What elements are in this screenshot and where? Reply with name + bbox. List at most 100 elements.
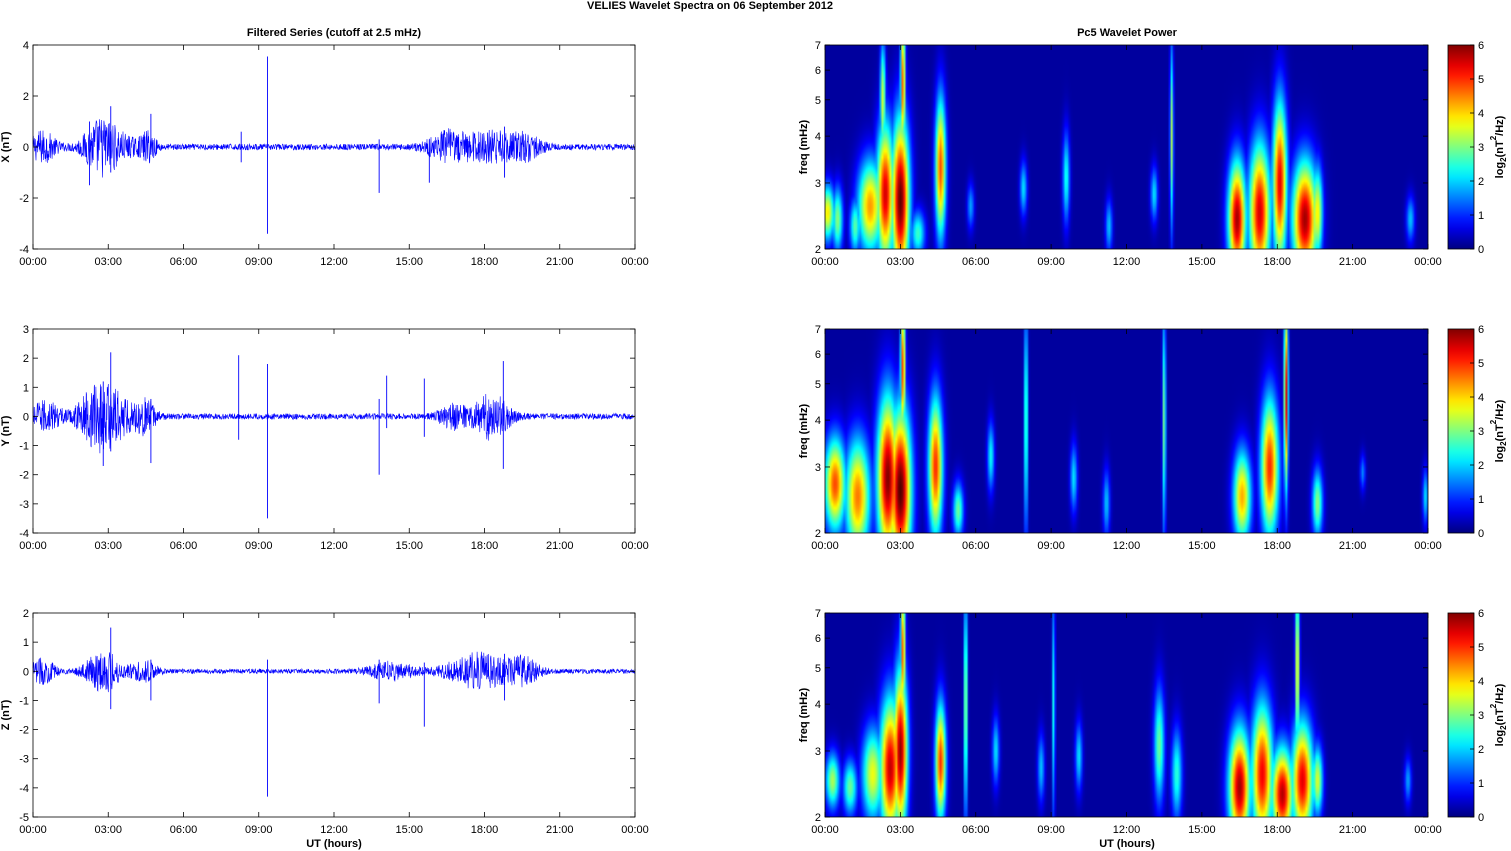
x-tick-label: 18:00 [471, 256, 499, 268]
x-tick-label: 15:00 [1188, 540, 1216, 552]
colorbar-tick-label: 0 [1478, 812, 1484, 824]
x-tick-label: 18:00 [471, 540, 499, 552]
line-panel-x: -4 -2 0 2 4 00:00 03:00 06:00 09:00 12:00 15:00 18:… [0, 40, 649, 268]
y-tick-label: -3 [19, 499, 29, 511]
x-tick-label: 12:00 [320, 540, 348, 552]
colorbar-tick-label: 6 [1478, 40, 1484, 52]
colorbar-scale [1447, 328, 1475, 534]
colorbar-tick-label: 1 [1478, 210, 1484, 222]
colorbar-scale [1447, 44, 1475, 250]
colorbar-label-part: /Hz) [1494, 683, 1506, 704]
x-tick-label: 18:00 [471, 824, 499, 836]
colorbar-label: log2(nT2/Hz) [1489, 115, 1508, 178]
x-tick-label: 09:00 [245, 824, 273, 836]
wavelet-power-image [825, 45, 1428, 249]
colorbar-label-part: (nT [1494, 708, 1506, 725]
y-tick-label: 0 [23, 411, 29, 423]
x-tick-label: 15:00 [395, 540, 423, 552]
panels: -4 -2 0 2 4 00:00 03:00 06:00 09:00 12:00 15:00 18:… [0, 40, 1508, 836]
y-tick-label: 6 [815, 65, 821, 77]
x-tick-label: 00:00 [19, 540, 47, 552]
x-tick-label: 09:00 [245, 256, 273, 268]
y-axis-label: Y (nT) [0, 415, 12, 446]
y-tick-label: 2 [815, 812, 821, 824]
y-tick-label: 4 [815, 131, 821, 143]
x-tick-label: 00:00 [19, 824, 47, 836]
x-tick-label: 03:00 [94, 256, 122, 268]
colorbar-tick-label: 5 [1478, 74, 1484, 86]
x-tick-label: 15:00 [1188, 824, 1216, 836]
y-tick-label: -4 [19, 783, 29, 795]
x-tick-label: 00:00 [621, 256, 649, 268]
x-tick-label: 21:00 [1339, 824, 1367, 836]
colorbar-label-part: 2 [1489, 135, 1498, 140]
x-tick-label: 12:00 [1113, 256, 1141, 268]
colorbar-tick-label: 2 [1478, 460, 1484, 472]
y-tick-label: 2 [23, 608, 29, 620]
y-tick-label: -5 [19, 812, 29, 824]
freq-axis-label: freq (mHz) [798, 119, 810, 174]
x-tick-label: 00:00 [1414, 540, 1442, 552]
colorbar-tick-label: 3 [1478, 426, 1484, 438]
y-tick-label: 6 [815, 349, 821, 361]
y-tick-label: 4 [815, 415, 821, 427]
y-axis-label: X (nT) [0, 131, 12, 162]
x-tick-label: 12:00 [320, 824, 348, 836]
colorbar-label-part: log [1494, 446, 1506, 463]
x-tick-label: 00:00 [19, 256, 47, 268]
x-tick-label: 00:00 [621, 824, 649, 836]
x-tick-label: 15:00 [395, 824, 423, 836]
line-panel-y: -4 -3 -2 -1 0 1 2 3 00:00 03:00 06:00 09:00 12:00 15:… [0, 324, 649, 552]
x-tick-label: 15:00 [1188, 256, 1216, 268]
x-tick-label: 06:00 [962, 824, 990, 836]
y-tick-label: 2 [815, 528, 821, 540]
x-tick-label: 12:00 [320, 256, 348, 268]
x-tick-label: 21:00 [1339, 540, 1367, 552]
y-tick-label: -4 [19, 528, 29, 540]
y-tick-label: -1 [19, 441, 29, 453]
x-tick-label: 00:00 [811, 256, 839, 268]
y-tick-label: 7 [815, 608, 821, 620]
y-tick-label: 4 [23, 40, 29, 52]
colorbar-tick-label: 4 [1478, 392, 1484, 404]
colorbar-tick-label: 2 [1478, 744, 1484, 756]
x-tick-label: 06:00 [962, 540, 990, 552]
y-tick-label: 6 [815, 633, 821, 645]
y-tick-label: -2 [19, 725, 29, 737]
y-tick-label: -3 [19, 754, 29, 766]
x-tick-label: 09:00 [1037, 540, 1065, 552]
y-tick-label: 4 [815, 699, 821, 711]
x-tick-label: 03:00 [887, 256, 915, 268]
y-tick-label: 1 [23, 382, 29, 394]
y-tick-label: -2 [19, 470, 29, 482]
x-tick-label: 06:00 [170, 824, 198, 836]
colorbar-tick-label: 0 [1478, 528, 1484, 540]
colorbar-tick-label: 6 [1478, 608, 1484, 620]
colorbar-tick-label: 1 [1478, 778, 1484, 790]
x-tick-label: 09:00 [1037, 824, 1065, 836]
y-tick-label: 5 [815, 95, 821, 107]
x-tick-label: 06:00 [170, 256, 198, 268]
left-column-title: Filtered Series (cutoff at 2.5 mHz) [247, 27, 422, 39]
colorbar-label: log2(nT2/Hz) [1489, 399, 1508, 462]
y-tick-label: 3 [815, 178, 821, 190]
x-tick-label: 03:00 [94, 540, 122, 552]
colorbar-label-part: /Hz) [1494, 115, 1506, 136]
y-tick-label: 2 [23, 353, 29, 365]
x-tick-label: 18:00 [1263, 540, 1291, 552]
left-x-axis-label: UT (hours) [306, 838, 362, 850]
x-tick-label: 21:00 [546, 824, 574, 836]
y-tick-label: 2 [23, 91, 29, 103]
y-axis-label: Z (nT) [0, 699, 12, 730]
plot-area [33, 329, 635, 533]
signal-trace [32, 383, 636, 454]
y-tick-label: 3 [23, 324, 29, 336]
colorbar-label-part: 2 [1499, 157, 1508, 162]
y-tick-label: 1 [23, 637, 29, 649]
colorbar-tick-label: 3 [1478, 710, 1484, 722]
y-tick-label: -2 [19, 193, 29, 205]
